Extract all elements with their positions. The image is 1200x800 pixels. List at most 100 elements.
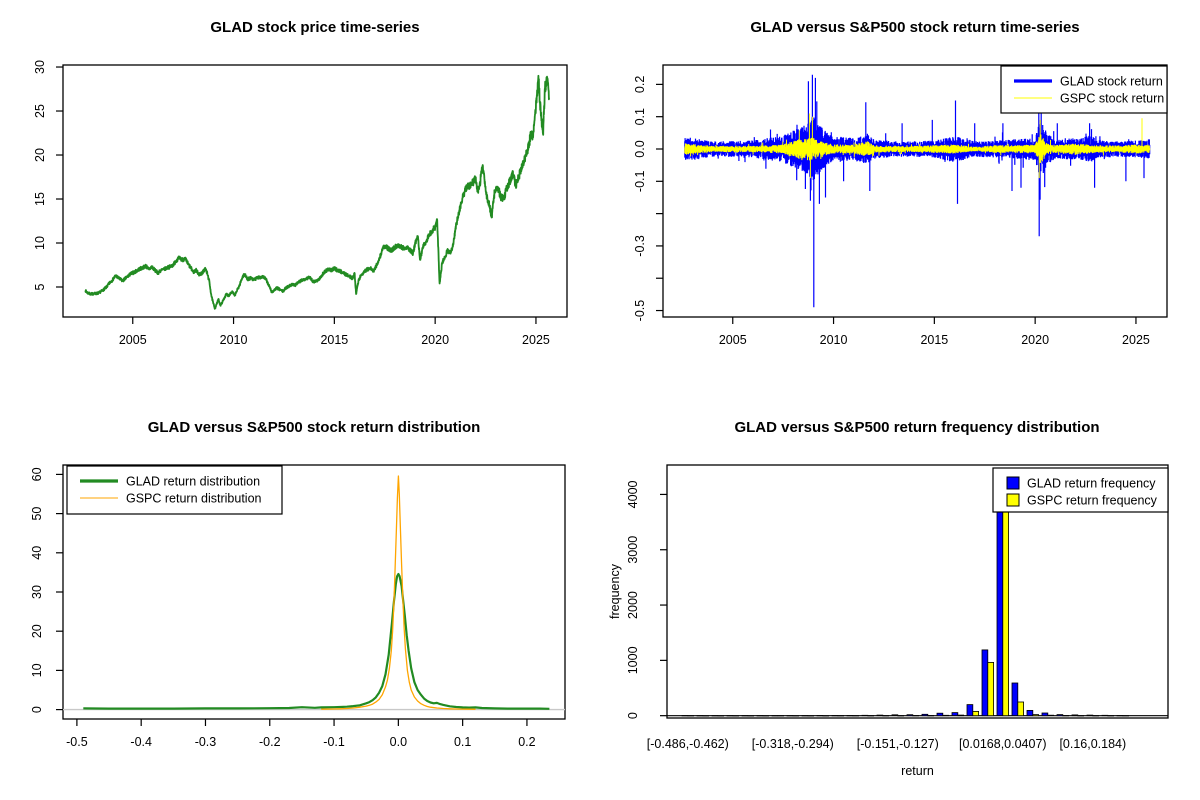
x-tick-label: 2025 bbox=[1122, 333, 1150, 347]
glad-frequency-bar bbox=[891, 714, 899, 716]
x-tick-label: 2005 bbox=[119, 333, 147, 347]
chart-title-frequency: GLAD versus S&P500 return frequency dist… bbox=[734, 419, 1100, 436]
x-tick-label: 2015 bbox=[920, 333, 948, 347]
y-tick-label: 15 bbox=[33, 192, 47, 206]
legend-entry-label: GLAD return distribution bbox=[126, 475, 260, 489]
legend-entry-label: GSPC return frequency bbox=[1027, 494, 1158, 508]
x-tick-label: -0.5 bbox=[66, 735, 88, 749]
gspc-frequency-bar bbox=[957, 714, 964, 717]
y-tick-label: 50 bbox=[30, 507, 44, 521]
glad-frequency-bar bbox=[1041, 712, 1049, 717]
x-tick-label: 2020 bbox=[421, 333, 449, 347]
glad-frequency-bar bbox=[876, 714, 884, 717]
legend-key-swatch bbox=[1006, 493, 1020, 507]
gspc-density-curve bbox=[321, 475, 476, 710]
x-tick-label: 2010 bbox=[220, 333, 248, 347]
glad-price-line bbox=[84, 74, 550, 310]
y-tick-label: 2000 bbox=[626, 591, 640, 619]
x-tick-label: 2010 bbox=[820, 333, 848, 347]
y-tick-label: 10 bbox=[33, 236, 47, 250]
bin-label: [-0.486,-0.462) bbox=[647, 737, 729, 751]
y-tick-label: 0 bbox=[30, 706, 44, 713]
y-tick-label: 0.2 bbox=[633, 76, 647, 93]
bin-label: [0.16,0.184) bbox=[1059, 737, 1126, 751]
plot-box bbox=[62, 64, 568, 318]
glad-frequency-bar bbox=[921, 713, 929, 717]
x-tick-label: 2020 bbox=[1021, 333, 1049, 347]
y-tick-label: 10 bbox=[30, 663, 44, 677]
return-distribution-chart: -0.5 -0.4 -0.3 -0.2 -0.1 0.0 0.1 0.2 0 10 20 30 40 50… bbox=[30, 464, 566, 749]
bin-label: [0.0168,0.0407) bbox=[959, 737, 1047, 751]
y-tick-label: -0.5 bbox=[633, 300, 647, 322]
x-tick-label: -0.1 bbox=[323, 735, 345, 749]
y-tick-label: 20 bbox=[33, 148, 47, 162]
x-tick-label: 2015 bbox=[320, 333, 348, 347]
legend-box bbox=[1000, 65, 1168, 114]
x-tick-label: -0.4 bbox=[130, 735, 152, 749]
glad-frequency-bar bbox=[1086, 714, 1094, 717]
gspc-frequency-bar bbox=[1032, 714, 1039, 717]
x-tick-label: 0.1 bbox=[454, 735, 471, 749]
y-tick-label: 0.0 bbox=[633, 140, 647, 157]
x-tick-label: 0.2 bbox=[518, 735, 535, 749]
glad-frequency-bar bbox=[1071, 714, 1079, 717]
legend-entry-label: GLAD return frequency bbox=[1027, 477, 1156, 491]
glad-frequency-bar bbox=[1026, 709, 1034, 717]
x-tick-label: 2025 bbox=[522, 333, 550, 347]
glad-frequency-bar bbox=[906, 714, 914, 717]
chart-title-price: GLAD stock price time-series bbox=[210, 19, 420, 36]
bin-label: [-0.151,-0.127) bbox=[857, 737, 939, 751]
glad-frequency-bar bbox=[951, 712, 959, 717]
plot-box bbox=[666, 464, 1169, 719]
glad-density-curve bbox=[83, 572, 550, 710]
panel-return-timeseries: GLAD versus S&P500 stock return time-ser… bbox=[600, 0, 1200, 400]
legend-entry-label: GLAD stock return bbox=[1060, 75, 1163, 89]
y-tick-label: -0.3 bbox=[633, 235, 647, 257]
glad-frequency-bar bbox=[981, 649, 989, 717]
glad-frequency-bar bbox=[996, 477, 1004, 717]
y-tick-label: 0.1 bbox=[633, 108, 647, 125]
plot-box bbox=[662, 64, 1168, 318]
panel-glad-price: GLAD stock price time-series 2005 2010 201… bbox=[0, 0, 600, 400]
glad-frequency-bar bbox=[1056, 714, 1064, 717]
glad-frequency-bar bbox=[936, 712, 944, 717]
gspc-frequency-bar bbox=[972, 710, 979, 717]
y-tick-label: 5 bbox=[33, 283, 47, 290]
glad-frequency-bar bbox=[966, 704, 974, 717]
x-axis-label: return bbox=[901, 764, 934, 778]
legend-box bbox=[66, 465, 283, 515]
y-tick-label: 60 bbox=[30, 467, 44, 481]
return-frequency-chart: 0 1000 2000 3000 4000 [-0.486,-0.462) [-0.318,… bbox=[608, 464, 1169, 778]
y-tick-label: 3000 bbox=[626, 536, 640, 564]
bin-label: [-0.318,-0.294) bbox=[752, 737, 834, 751]
y-tick-label: -0.1 bbox=[633, 170, 647, 192]
y-tick-label: 0 bbox=[626, 712, 640, 719]
gspc-frequency-bar bbox=[1017, 701, 1024, 717]
legend-key-swatch bbox=[1006, 476, 1020, 490]
gspc-frequency-bar bbox=[987, 661, 994, 717]
y-tick-label: 4000 bbox=[626, 480, 640, 508]
chart-title-distribution: GLAD versus S&P500 stock return distribu… bbox=[147, 419, 481, 436]
legend-entry-label: GSPC return distribution bbox=[126, 492, 262, 506]
x-tick-label: 0.0 bbox=[390, 735, 407, 749]
legend-entry-label: GSPC stock return bbox=[1060, 92, 1164, 106]
x-tick-label: -0.3 bbox=[195, 735, 217, 749]
y-axis-label: frequency bbox=[608, 563, 622, 619]
y-tick-label: 30 bbox=[33, 60, 47, 74]
return-timeseries-chart: 2005 2010 2015 2020 2025 0.2 0.1 0.0 -0.1 -0.3 -0.… bbox=[633, 64, 1168, 347]
panel-return-frequency: GLAD versus S&P500 return frequency dist… bbox=[600, 400, 1200, 800]
panel-return-distribution: GLAD versus S&P500 stock return distribu… bbox=[0, 400, 600, 800]
x-tick-label: -0.2 bbox=[259, 735, 281, 749]
legend-box bbox=[992, 467, 1169, 513]
y-tick-label: 40 bbox=[30, 546, 44, 560]
x-tick-label: 2005 bbox=[719, 333, 747, 347]
y-tick-label: 20 bbox=[30, 624, 44, 638]
y-tick-label: 25 bbox=[33, 104, 47, 118]
glad-frequency-bar bbox=[1011, 682, 1019, 716]
y-tick-label: 1000 bbox=[626, 646, 640, 674]
chart-title-returns: GLAD versus S&P500 stock return time-ser… bbox=[750, 19, 1080, 36]
gspc-return-series bbox=[684, 113, 1151, 179]
y-tick-label: 30 bbox=[30, 585, 44, 599]
